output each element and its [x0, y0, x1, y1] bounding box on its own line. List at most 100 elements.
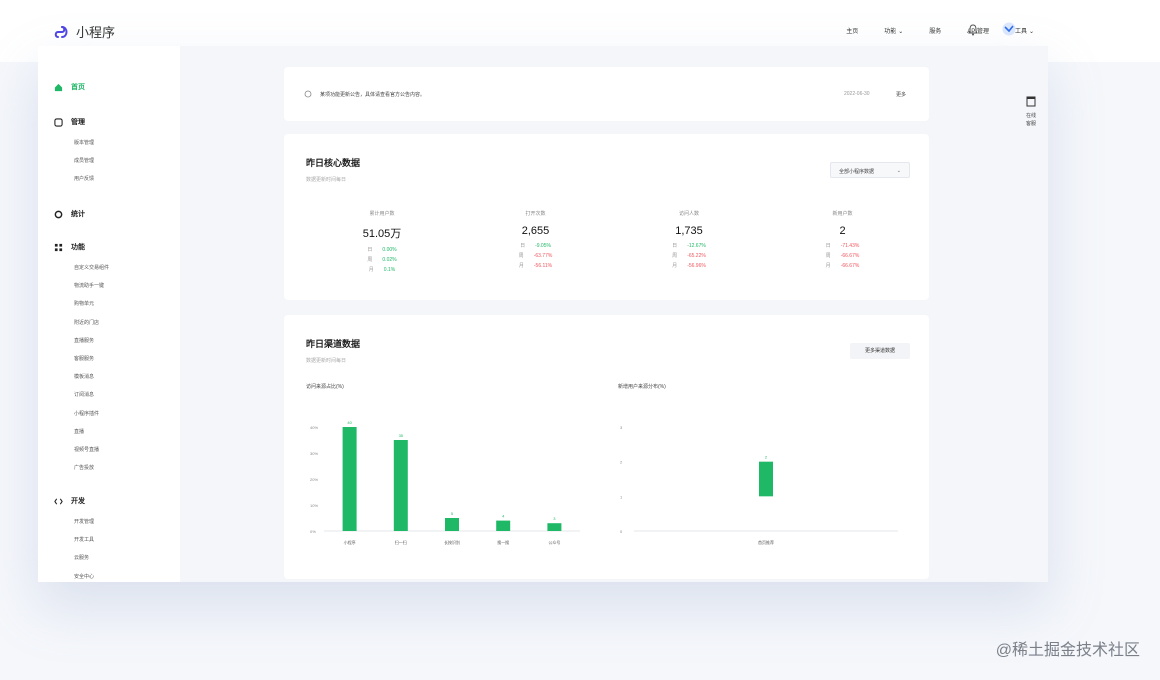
source-bar-chart: 40% 30% 20% 10% 0% 40 小程序 35 扫一扫 5 长按识别 4 搜一搜 3 公众号: [310, 420, 580, 545]
stat-row-change: -65.22%: [687, 253, 706, 259]
bar: [759, 461, 773, 497]
stat-row-key: 月: [518, 263, 524, 269]
home-icon: [54, 83, 63, 92]
sidebar-group[interactable]: 管理: [54, 117, 85, 127]
bar: [496, 520, 511, 531]
sidebar-item[interactable]: 成员管理: [74, 158, 95, 165]
right-chart-title: 新增用户来源分布(%): [618, 384, 666, 390]
sidebar-group[interactable]: 功能: [54, 242, 85, 252]
y-tick-label: 40%: [310, 425, 318, 430]
sidebar-group[interactable]: 开发: [54, 496, 85, 506]
stat-value: 2: [839, 225, 846, 237]
stat-label: 新用户数: [832, 211, 853, 217]
chevron-down-icon: ⌄: [896, 168, 901, 174]
support-rail[interactable]: 在线客服: [1026, 94, 1040, 128]
support-label: 在线客服: [1026, 113, 1037, 127]
bar: [393, 440, 408, 531]
top-nav-item[interactable]: 工具 ⌄: [1015, 26, 1034, 35]
sidebar-item[interactable]: 附近的门店: [74, 319, 100, 326]
new-user-bar-chart: 3 2 1 0 2 首页推荐: [620, 425, 898, 545]
stat-row-change: -66.67%: [840, 263, 860, 269]
y-tick-label: 20%: [310, 477, 318, 482]
top-nav-item[interactable]: 功能 ⌄: [884, 26, 903, 35]
stat-row: 周 -63.77%: [461, 251, 611, 261]
sidebar-item[interactable]: 直播服务: [74, 337, 95, 344]
notice-more-link[interactable]: 更多: [896, 92, 907, 98]
top-nav-label: 主页: [846, 29, 859, 35]
bar-value-label: 40: [347, 420, 352, 425]
bar-value-label: 35: [399, 433, 404, 438]
app-logo[interactable]: 小程序: [54, 22, 115, 41]
top-nav-item[interactable]: 服务: [929, 26, 941, 35]
stat-row: 周 0.02%: [307, 255, 457, 265]
stat-value: 2,655: [521, 225, 550, 237]
core-title: 昨日核心数据: [306, 158, 361, 168]
sidebar-item[interactable]: 开发工具: [74, 537, 95, 544]
bar-value-label: 2: [765, 455, 768, 460]
sidebar-item[interactable]: 版本管理: [74, 140, 95, 146]
stats-icon: [54, 210, 63, 219]
bar-value-label: 3: [553, 516, 556, 521]
x-tick-label: 长按识别: [444, 539, 460, 545]
sidebar-item[interactable]: 物流助手一键: [74, 283, 105, 290]
stat-row: 周 -66.67%: [768, 251, 918, 261]
stat-row-key: 周: [367, 257, 373, 263]
y-tick-label: 2: [620, 460, 623, 465]
stat-value: 1,735: [675, 225, 703, 237]
y-tick-label: 0%: [310, 529, 316, 534]
chevron-down-icon: ⌄: [898, 29, 904, 35]
sidebar-group[interactable]: 首页: [54, 82, 85, 92]
stat-label: 打开次数: [525, 211, 546, 217]
channel-subtitle: 数据更新时间每日: [306, 358, 347, 364]
app-select[interactable]: 全部小程序数据 ⌄: [830, 162, 910, 178]
sidebar-item[interactable]: 订阅消息: [74, 392, 95, 399]
chevron-down-icon[interactable]: ⌄: [1022, 28, 1028, 34]
refresh-icon: [304, 90, 312, 98]
notice-card: 某项功能更新公告，具体请查看官方公告内容。 2022-06-30 更多: [284, 67, 929, 121]
sidebar-item[interactable]: 购物单元: [74, 301, 95, 308]
avatar[interactable]: [1002, 22, 1016, 36]
x-tick-label: 公众号: [548, 539, 560, 545]
top-nav-item[interactable]: 主页: [846, 26, 858, 35]
sidebar-item[interactable]: 广告投放: [74, 465, 95, 472]
core-data-card: 昨日核心数据 数据更新时间每日 全部小程序数据 ⌄ 累计用户数 51.05万日 0.…: [284, 134, 929, 300]
notice-text[interactable]: 某项功能更新公告，具体请查看官方公告内容。: [320, 92, 426, 98]
sidebar-item[interactable]: 自定义交易组件: [74, 265, 110, 271]
stat-row-key: 周: [518, 253, 524, 259]
sidebar-item[interactable]: 小程序插件: [74, 410, 100, 417]
sidebar-group-label: 首页: [71, 84, 85, 91]
stat-row: 日 -12.67%: [614, 241, 764, 251]
sidebar-group-label: 开发: [71, 498, 85, 505]
stat-row-key: 月: [368, 267, 374, 273]
stat-row-key: 月: [825, 263, 831, 269]
stat-block: 打开次数 2,655 日 -9.05% 周 -63.77% 月 -56.11%: [461, 210, 611, 271]
more-channel-button[interactable]: 更多渠道数据: [850, 343, 910, 359]
sidebar-item[interactable]: 用户反馈: [74, 176, 95, 183]
top-nav-item[interactable]: API管理: [967, 26, 989, 35]
stat-row: 日 -71.43%: [768, 241, 918, 251]
sidebar-item[interactable]: 模板消息: [74, 374, 95, 381]
top-nav-label: 服务: [929, 29, 942, 35]
sidebar-item[interactable]: 开发管理: [74, 519, 95, 525]
watermark: @稀土掘金技术社区: [995, 642, 1140, 659]
code-icon: [54, 497, 63, 506]
bell-icon[interactable]: [968, 24, 978, 36]
app-select-value: 全部小程序数据: [839, 169, 875, 175]
sidebar-item[interactable]: 客服服务: [74, 356, 95, 362]
y-tick-label: 30%: [310, 451, 318, 456]
y-tick-label: 3: [620, 425, 623, 430]
stat-row-key: 日: [825, 243, 831, 249]
calendar-icon: [1026, 96, 1036, 107]
x-tick-label: 小程序: [344, 539, 356, 545]
sidebar-group-label: 管理: [71, 119, 85, 126]
sidebar-group[interactable]: 统计: [54, 209, 85, 219]
sidebar-item[interactable]: 安全中心: [74, 573, 95, 580]
stat-row: 日 0.00%: [307, 245, 457, 255]
stat-value: 51.05万: [362, 228, 402, 240]
stat-row-change: -56.96%: [687, 263, 706, 269]
sidebar-item[interactable]: 直播: [74, 428, 85, 435]
top-nav-label: API管理: [967, 29, 989, 35]
sidebar-item[interactable]: 视频号直播: [74, 447, 100, 453]
channel-title: 昨日渠道数据: [306, 339, 361, 349]
sidebar-item[interactable]: 云服务: [74, 555, 90, 562]
